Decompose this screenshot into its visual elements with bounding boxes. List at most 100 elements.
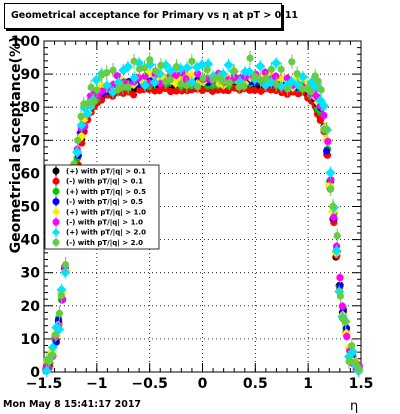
data-point [336,273,344,282]
data-point [152,67,160,75]
y-tick-label: 10 [21,332,41,348]
data-point [272,72,280,80]
data-point [345,357,353,366]
data-point [41,366,52,377]
data-point [172,87,180,95]
data-point [251,86,259,94]
data-point [199,74,207,82]
timestamp-footer: Mon May 8 15:41:17 2017 [3,399,142,410]
data-point [271,58,282,69]
data-point [47,342,58,353]
data-point [83,99,92,108]
x-axis-label: η [350,399,359,414]
data-point [188,57,196,65]
data-point [314,77,322,85]
data-point [130,57,138,65]
data-point [251,72,259,81]
legend-label: (-) with pT/|q| > 1.0 [66,219,143,228]
data-point [219,77,227,86]
y-tick-label: 60 [21,166,41,182]
data-point [44,356,53,364]
data-point [230,67,238,75]
y-tick-label: 90 [21,67,41,83]
data-point [122,61,133,72]
data-point [336,281,344,289]
data-point [140,64,149,72]
data-point [72,147,83,158]
data-point [324,138,332,146]
data-point [177,80,185,88]
legend-label: (+) with pT/|q| > 1.0 [66,208,146,217]
data-point [318,100,329,111]
data-point [320,111,328,119]
y-tick-label: 70 [21,133,41,149]
data-point [191,62,202,73]
x-tick-label: 1.5 [349,376,374,392]
data-point [61,260,70,269]
data-point [172,71,180,79]
data-point [262,74,270,83]
data-point [272,80,280,88]
data-point [267,86,275,94]
data-point [109,66,117,74]
x-tick-label: −0.5 [131,376,168,392]
y-tick-label: 50 [21,200,41,216]
x-tick-label: 1 [303,376,313,392]
data-point [57,291,65,300]
data-point [284,85,292,93]
data-point [101,80,112,91]
data-point [130,91,138,99]
data-point [197,59,208,70]
data-point [141,72,149,80]
data-point [267,65,276,73]
data-point [246,54,254,62]
data-point [298,85,307,93]
chart-title-box: Geometrical acceptance for Primary vs η … [4,3,298,29]
data-point [203,66,211,74]
data-point [55,309,64,317]
data-point [208,87,217,95]
data-point [74,136,82,145]
y-tick-label: 0 [30,365,40,381]
data-point [194,83,202,91]
data-point [51,331,59,339]
x-tick-label: 0 [198,376,208,392]
legend-label: (+) with pT/|q| > 0.5 [66,188,146,197]
y-tick-label: 100 [11,34,40,50]
data-point [119,83,127,91]
x-tick-label: −1 [86,376,107,392]
data-point [194,70,202,78]
data-point [149,77,160,88]
y-tick-label: 40 [21,233,41,249]
data-point [329,202,337,210]
data-point [76,120,87,131]
data-point [82,108,93,119]
data-point [338,302,346,310]
data-point [336,292,344,300]
data-point [342,324,351,332]
x-tick-label: 0.5 [243,376,268,392]
data-point [331,245,342,256]
data-point [146,56,154,64]
y-tick-label: 80 [21,100,41,116]
data-point [139,80,150,91]
data-point [240,82,248,90]
data-point [90,97,98,105]
data-point [77,112,85,121]
data-point [246,86,254,94]
data-point [277,65,285,73]
y-tick-label: 20 [21,299,41,315]
data-point [183,81,191,89]
data-point [129,72,140,83]
data-point [48,351,56,359]
data-point [256,76,265,84]
data-point [52,338,60,346]
data-point [223,59,234,70]
data-point [157,61,165,70]
data-point [124,83,132,91]
data-point [167,87,175,96]
data-point [182,75,190,83]
legend-label: (-) with pT/|q| > 0.5 [66,198,143,207]
data-point [166,76,174,84]
